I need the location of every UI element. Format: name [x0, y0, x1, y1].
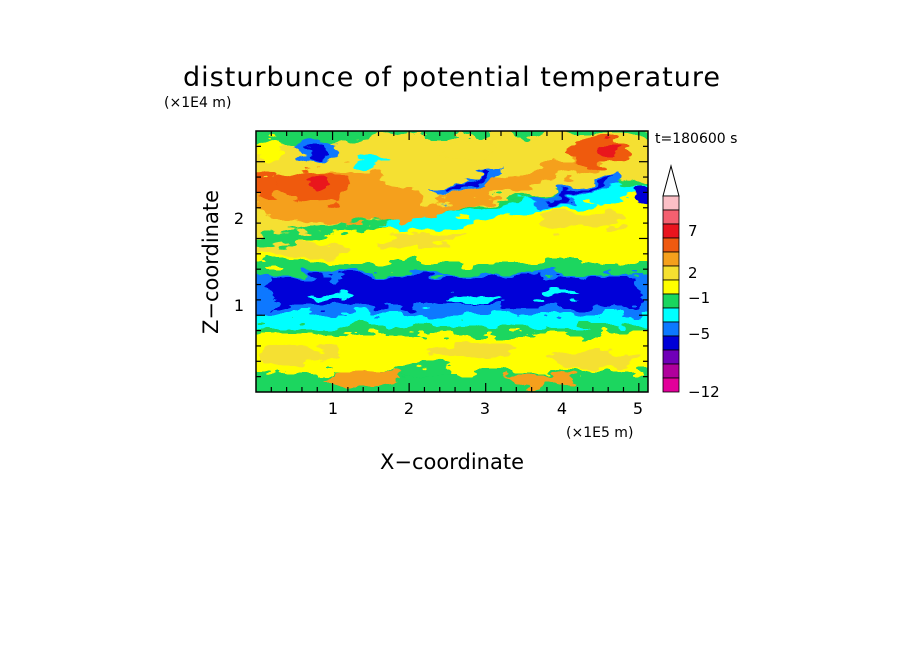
colorbar-label: −12	[688, 383, 720, 401]
x-axis-label: X−coordinate	[380, 450, 524, 474]
colorbar-swatch	[662, 363, 680, 379]
colorbar-extend-arrow	[662, 164, 680, 197]
x-tick-label: 1	[328, 399, 338, 418]
chart-title: disturbunce of potential temperature	[183, 62, 721, 93]
y-unit-label: (×1E4 m)	[164, 95, 231, 111]
colorbar-label: −5	[688, 325, 710, 343]
y-tick-label: 2	[234, 209, 244, 228]
x-tick-labels: 1 2 3 4 5	[328, 399, 643, 418]
x-tick-label: 3	[480, 399, 490, 418]
y-axis-label: Z−coordinate	[199, 190, 223, 334]
y-tick-labels: 1 2	[234, 209, 244, 315]
colorbar-swatch	[662, 377, 680, 393]
y-tick-label: 1	[234, 296, 244, 315]
colorbar-label: −1	[688, 289, 710, 307]
colorbar-label: 2	[688, 264, 698, 282]
x-unit-label: (×1E5 m)	[566, 425, 633, 441]
colorbar-label: 7	[688, 222, 698, 240]
colorbar-labels: 7 2 −1 −5 −12	[688, 222, 720, 401]
colorbar-swatch	[662, 321, 680, 337]
colorbar	[662, 164, 680, 393]
colorbar-swatch	[662, 293, 680, 309]
plot-frame	[255, 130, 649, 393]
x-tick-label: 5	[633, 399, 643, 418]
colorbar-swatch	[662, 307, 680, 323]
colorbar-swatch	[662, 349, 680, 365]
colorbar-swatch	[662, 335, 680, 351]
colorbar-swatch	[662, 279, 680, 295]
contour-field	[256, 131, 648, 392]
colorbar-swatch	[662, 237, 680, 253]
x-tick-label: 2	[404, 399, 414, 418]
colorbar-swatch	[662, 209, 680, 225]
x-tick-label: 4	[557, 399, 567, 418]
colorbar-swatch	[662, 251, 680, 267]
colorbar-swatch	[662, 265, 680, 281]
colorbar-swatch	[662, 223, 680, 239]
axis-ticks	[256, 131, 648, 392]
time-label: t=180600 s	[655, 131, 737, 147]
colorbar-swatch	[662, 195, 680, 211]
